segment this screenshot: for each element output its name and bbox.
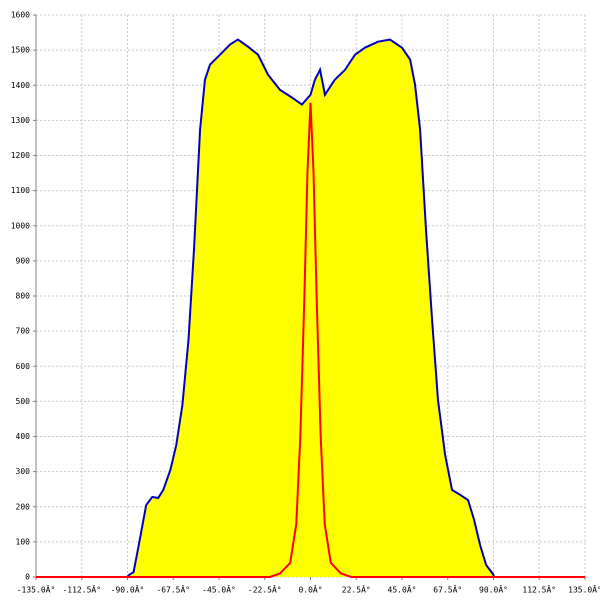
x-tick-label: 0.0Â° <box>298 584 322 595</box>
y-tick-label: 800 <box>16 292 31 301</box>
y-tick-label: 1600 <box>11 11 30 20</box>
x-tick-label: -45.0Â° <box>202 584 236 595</box>
y-tick-label: 1200 <box>11 151 30 160</box>
x-tick-label: -112.5Â° <box>62 584 101 595</box>
line <box>126 38 495 577</box>
y-tick-label: 300 <box>16 467 31 476</box>
x-tick-label: 45.0Â° <box>388 584 417 595</box>
x-tick-label: -22.5Â° <box>248 584 282 595</box>
y-tick-label: 600 <box>16 362 31 371</box>
y-tick-label: 500 <box>16 397 31 406</box>
x-tick-label: -67.5Â° <box>156 584 190 595</box>
x-tick-label: 22.5Â° <box>342 584 371 595</box>
y-tick-label: 200 <box>16 502 31 511</box>
y-tick-label: 100 <box>16 537 31 546</box>
x-tick-label: -135.0Â° <box>17 584 56 595</box>
x-tick-label: -90.0Â° <box>111 584 145 595</box>
y-tick-label: 1000 <box>11 221 30 230</box>
y-tick-label: 1400 <box>11 81 30 90</box>
y-tick-label: 700 <box>16 327 31 336</box>
x-tick-label: 90.0Â° <box>479 584 508 595</box>
y-tick-label: 400 <box>16 432 31 441</box>
x-tick-label: 135.0Â° <box>568 584 600 595</box>
y-tick-label: 1500 <box>11 46 30 55</box>
y-tick-label: 1300 <box>11 116 30 125</box>
x-tick-label: 67.5Â° <box>433 584 462 595</box>
x-tick-label: 112.5Â° <box>522 584 556 595</box>
y-tick-label: 1100 <box>11 186 30 195</box>
line <box>36 102 585 578</box>
y-tick-label: 900 <box>16 256 31 265</box>
y-tick-label: 0 <box>25 573 30 582</box>
area-fill <box>127 39 495 577</box>
